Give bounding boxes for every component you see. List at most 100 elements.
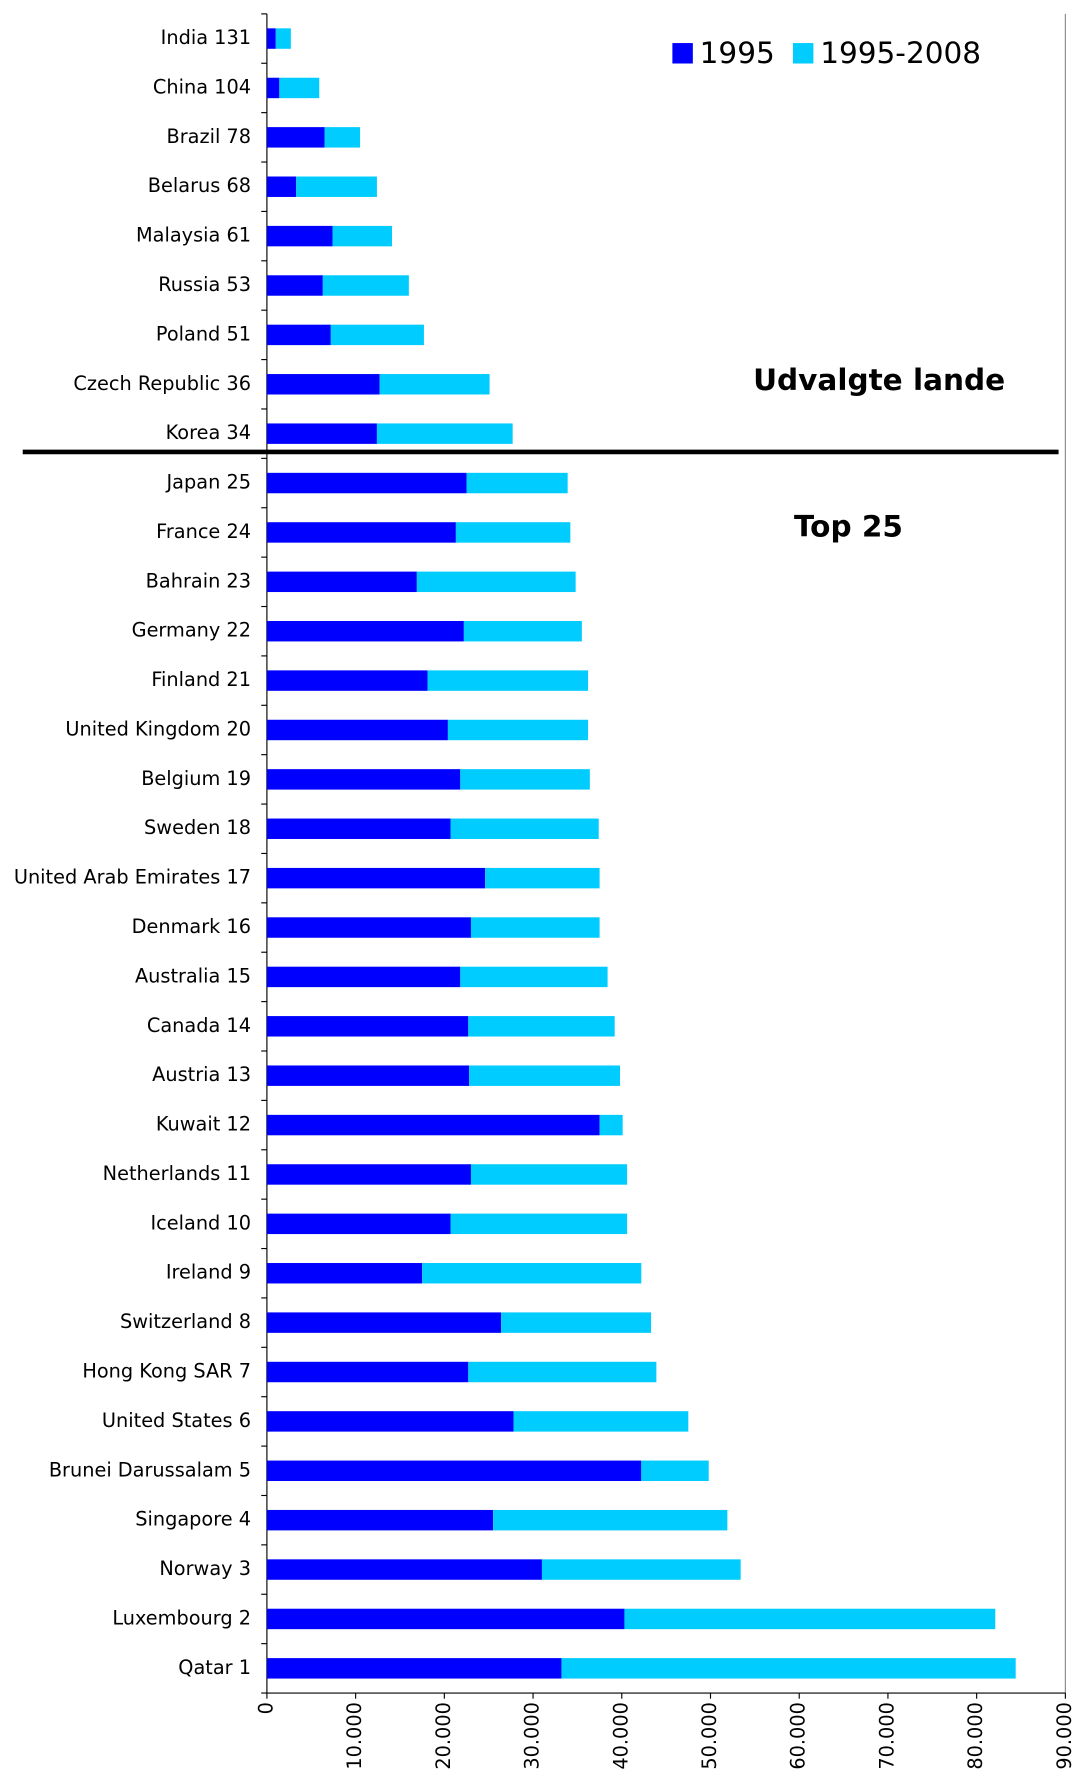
y-tick-label: Switzerland 8 — [120, 1310, 251, 1333]
y-tick-label: India 131 — [161, 26, 251, 49]
y-tick-label: Finland 21 — [151, 668, 251, 691]
annotation: Udvalgte lande — [753, 363, 1005, 397]
bar-segment — [466, 472, 568, 494]
x-tick-label: 0 — [254, 1702, 277, 1714]
y-tick-label: Belgium 19 — [141, 767, 251, 790]
bar-segment — [266, 1065, 470, 1086]
bar-segment — [266, 620, 464, 642]
bar-segment — [266, 1658, 562, 1679]
bar-segment — [266, 966, 461, 988]
bar-segment — [447, 719, 589, 741]
bar-segment — [468, 1016, 615, 1037]
y-tick-label: United Arab Emirates 17 — [14, 866, 251, 889]
bar-segment — [266, 1411, 514, 1432]
bar-segment — [641, 1460, 709, 1482]
bar-segment — [266, 1213, 451, 1235]
bar-segment — [332, 225, 393, 247]
bar-segment — [599, 1114, 623, 1136]
bar-segment — [460, 769, 590, 790]
bar-segment — [470, 1164, 628, 1185]
y-tick-label: Canada 14 — [147, 1014, 251, 1037]
y-tick-label: Austria 13 — [152, 1063, 251, 1086]
y-tick-label: Czech Republic 36 — [73, 372, 251, 395]
bar-segment — [561, 1658, 1016, 1679]
bar-segment — [266, 719, 448, 741]
bar-segment — [416, 571, 576, 593]
y-tick-label: Denmark 16 — [132, 915, 251, 938]
bar-segment — [379, 374, 490, 395]
bar-segment — [541, 1559, 741, 1580]
bar-segment — [455, 522, 571, 543]
bar-segment — [266, 77, 280, 99]
y-tick-label: Singapore 4 — [135, 1508, 251, 1531]
bar-segment — [266, 1559, 542, 1580]
y-tick-label: Iceland 10 — [150, 1211, 251, 1234]
bar-segment — [266, 670, 428, 691]
bar-segment — [266, 769, 461, 790]
bar-segment — [266, 1608, 625, 1630]
bar-segment — [266, 818, 451, 839]
y-tick-label: Kuwait 12 — [156, 1113, 251, 1136]
bar-segment — [427, 670, 589, 691]
x-tick-label: 50.000 — [698, 1702, 721, 1770]
y-tick-label: Ireland 9 — [166, 1261, 251, 1284]
bar-segment — [450, 818, 599, 839]
bar-segment — [469, 1065, 621, 1086]
legend-label: 1995-2008 — [820, 36, 981, 70]
bar-segment — [266, 1016, 469, 1037]
bar-segment — [266, 1361, 469, 1383]
bar-segment — [624, 1608, 996, 1630]
bar-segment — [266, 472, 467, 494]
y-tick-label: Netherlands 11 — [103, 1162, 251, 1185]
y-tick-label: Sweden 18 — [144, 816, 251, 839]
bar-segment — [513, 1411, 689, 1432]
bar-segment — [468, 1361, 657, 1383]
y-tick-label: Malaysia 61 — [136, 224, 251, 247]
y-tick-label: Australia 15 — [135, 964, 251, 987]
bar-segment — [266, 1460, 642, 1482]
bar-segment — [266, 522, 456, 543]
y-tick-label: Germany 22 — [132, 619, 251, 642]
bar-segment — [266, 374, 380, 395]
bar-segment — [266, 324, 331, 346]
bar-segment — [330, 324, 424, 346]
bar-segment — [275, 28, 291, 49]
x-tick-label: 60.000 — [787, 1702, 810, 1770]
y-tick-label: France 24 — [156, 520, 251, 543]
y-tick-label: Qatar 1 — [178, 1656, 251, 1679]
y-tick-label: Luxembourg 2 — [112, 1606, 251, 1629]
x-tick-label: 30.000 — [521, 1702, 544, 1770]
bar-segment — [493, 1509, 728, 1531]
y-tick-label: Bahrain 23 — [146, 569, 251, 592]
y-tick-label: China 104 — [153, 75, 251, 98]
bar-segment — [296, 176, 377, 197]
annotation: Top 25 — [794, 510, 903, 544]
y-tick-label: Poland 51 — [156, 322, 251, 345]
y-tick-label: Brazil 78 — [166, 125, 251, 148]
bar-segment — [376, 423, 513, 444]
bar-segment — [266, 917, 471, 938]
bar-segment — [266, 1312, 502, 1333]
bar-segment — [470, 917, 600, 938]
y-tick-label: Korea 34 — [166, 421, 251, 444]
y-tick-label: Belarus 68 — [148, 174, 251, 197]
bar-segment — [266, 423, 377, 444]
y-tick-label: United Kingdom 20 — [65, 717, 251, 740]
x-tick-label: 20.000 — [432, 1702, 455, 1770]
x-tick-label: 10.000 — [343, 1702, 366, 1770]
bar-segment — [322, 275, 409, 296]
y-tick-label: Russia 53 — [158, 273, 251, 296]
bar-segment — [266, 127, 325, 148]
bar-segment — [266, 1164, 471, 1185]
y-tick-label: Japan 25 — [165, 471, 251, 494]
y-tick-label: Norway 3 — [159, 1557, 251, 1580]
bar-segment — [266, 275, 323, 296]
bar-segment — [485, 867, 600, 889]
x-tick-label: 40.000 — [609, 1702, 632, 1770]
x-tick-label: 70.000 — [875, 1702, 898, 1770]
y-tick-label: United States 6 — [102, 1409, 251, 1432]
bar-segment — [266, 1509, 494, 1531]
x-tick-label: 80.000 — [964, 1702, 987, 1770]
bar-segment — [463, 620, 582, 642]
